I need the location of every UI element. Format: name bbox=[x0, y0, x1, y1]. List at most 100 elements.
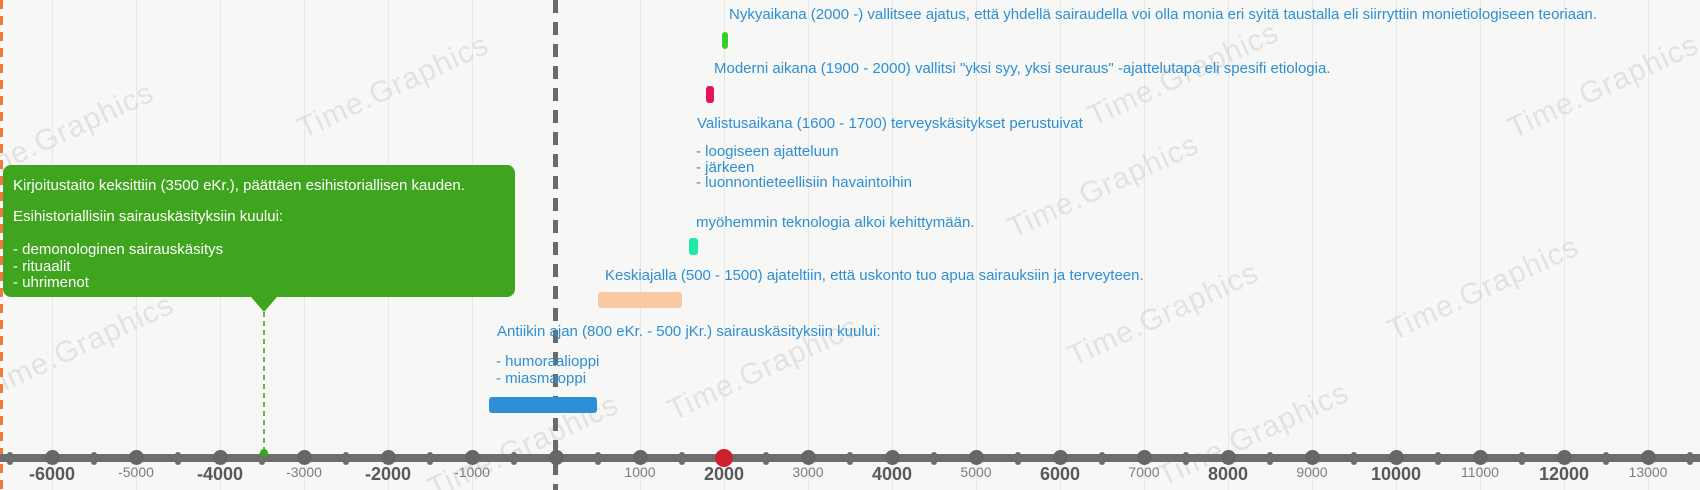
axis-tick-dot[interactable] bbox=[380, 450, 396, 465]
period-bar-moderni[interactable] bbox=[706, 86, 714, 103]
gridline bbox=[891, 0, 893, 490]
axis-minor-tick bbox=[1435, 452, 1441, 465]
watermark: Time.Graphics bbox=[292, 27, 495, 146]
axis-tick-dot[interactable] bbox=[968, 450, 984, 465]
axis-minor-tick bbox=[1351, 452, 1357, 465]
event-title-keskiaika[interactable]: Keskiajalla (500 - 1500) ajateltiin, ett… bbox=[605, 267, 1144, 284]
axis-tick-label: 1000 bbox=[624, 464, 656, 480]
axis-tick-dot[interactable] bbox=[1472, 450, 1488, 465]
period-bar-antiikki[interactable] bbox=[489, 397, 597, 413]
axis-tick-label: 4000 bbox=[871, 464, 913, 484]
axis-minor-tick bbox=[1603, 452, 1609, 465]
gridline bbox=[975, 0, 977, 490]
callout-bullet: - uhrimenot bbox=[13, 274, 89, 291]
gridline bbox=[1479, 0, 1481, 490]
axis-tick-label: 3000 bbox=[792, 464, 824, 480]
gridline bbox=[1395, 0, 1397, 490]
axis-tick-label: -6000 bbox=[28, 464, 76, 484]
axis-tick-dot[interactable] bbox=[800, 450, 816, 465]
axis-minor-tick bbox=[1267, 452, 1273, 465]
gridline bbox=[1647, 0, 1649, 490]
event-bullets-valistus: - loogiseen ajatteluun - järkeen - luonn… bbox=[696, 144, 912, 191]
event-bullets-antiikki: - humoraalioppi - miasmaoppi bbox=[496, 353, 600, 387]
axis-minor-tick bbox=[511, 452, 517, 465]
axis-tick-dot[interactable] bbox=[632, 450, 648, 465]
callout-pointer bbox=[251, 297, 277, 312]
axis-minor-tick bbox=[595, 452, 601, 465]
gridline bbox=[723, 0, 725, 490]
axis-highlight-dot[interactable] bbox=[715, 449, 733, 467]
axis-minor-tick bbox=[679, 452, 685, 465]
watermark: Time.Graphics bbox=[1502, 27, 1700, 146]
axis-tick-label: -3000 bbox=[286, 464, 322, 480]
event-callout-esihistoria[interactable]: Kirjoitustaito keksittiin (3500 eKr.), p… bbox=[3, 165, 515, 297]
axis-tick-dot[interactable] bbox=[1220, 450, 1236, 465]
event-connector-dot bbox=[260, 449, 268, 457]
axis-tick-dot[interactable] bbox=[1304, 450, 1320, 465]
callout-bullet: - rituaalit bbox=[13, 257, 71, 275]
axis-tick-label: 11000 bbox=[1461, 464, 1499, 480]
axis-tick-dot[interactable] bbox=[1136, 450, 1152, 465]
event-title-nykyaika[interactable]: Nykyaikana (2000 -) vallitsee ajatus, et… bbox=[729, 6, 1597, 23]
axis-tick-dot[interactable] bbox=[212, 450, 228, 465]
axis-tick-dot[interactable] bbox=[1388, 450, 1404, 465]
axis-tick-label: 13000 bbox=[1628, 464, 1668, 480]
gridline bbox=[1143, 0, 1145, 490]
axis-tick-dot[interactable] bbox=[464, 450, 480, 465]
axis-tick-dot[interactable] bbox=[44, 450, 60, 465]
gridline bbox=[1227, 0, 1229, 490]
event-bullet: - humoraalioppi bbox=[496, 353, 600, 370]
axis-minor-tick bbox=[427, 452, 433, 465]
event-bullet: - loogiseen ajatteluun bbox=[696, 143, 839, 160]
axis-tick-dot[interactable] bbox=[1640, 450, 1656, 465]
axis-tick-label: 5000 bbox=[960, 464, 992, 480]
period-bar-valistus[interactable] bbox=[689, 238, 698, 255]
axis-tick-label: 12000 bbox=[1538, 464, 1590, 484]
axis-tick-label: 8000 bbox=[1207, 464, 1249, 484]
axis-minor-tick bbox=[259, 452, 265, 465]
gridline bbox=[1311, 0, 1313, 490]
axis-tick-label: 9000 bbox=[1296, 464, 1328, 480]
axis-tick-dot[interactable] bbox=[884, 450, 900, 465]
callout-bullet: - demonologinen sairauskäsitys bbox=[13, 241, 224, 258]
period-bar-keskiaika[interactable] bbox=[598, 292, 682, 308]
timeline-start-border bbox=[0, 0, 3, 490]
axis-minor-tick bbox=[175, 452, 181, 465]
axis-tick-label: -2000 bbox=[364, 464, 412, 484]
event-title-valistus[interactable]: Valistusaikana (1600 - 1700) terveyskäsi… bbox=[697, 115, 1083, 132]
axis-tick-label: 7000 bbox=[1128, 464, 1160, 480]
axis-minor-tick bbox=[763, 452, 769, 465]
event-title-antiikki[interactable]: Antiikin ajan (800 eKr. - 500 jKr.) sair… bbox=[497, 323, 881, 340]
axis-tick-dot[interactable] bbox=[296, 450, 312, 465]
axis-tick-label: -4000 bbox=[196, 464, 244, 484]
event-footer-valistus: myöhemmin teknologia alkoi kehittymään. bbox=[696, 214, 975, 231]
period-bar-nykyaika[interactable] bbox=[722, 32, 728, 49]
event-connector-line bbox=[263, 312, 265, 450]
axis-minor-tick bbox=[1015, 452, 1021, 465]
axis-tick-dot[interactable] bbox=[1052, 450, 1068, 465]
axis-minor-tick bbox=[1519, 452, 1525, 465]
axis-minor-tick bbox=[1687, 452, 1693, 465]
axis-minor-tick bbox=[847, 452, 853, 465]
axis-tick-dot[interactable] bbox=[548, 450, 564, 465]
callout-line1: Kirjoitustaito keksittiin (3500 eKr.), p… bbox=[13, 177, 465, 194]
event-title-moderni[interactable]: Moderni aikana (1900 - 2000) vallitsi "y… bbox=[714, 60, 1331, 77]
axis-tick-dot[interactable] bbox=[1556, 450, 1572, 465]
axis-minor-tick bbox=[1183, 452, 1189, 465]
axis-tick-label: 2000 bbox=[703, 464, 745, 484]
event-bullet: - luonnontieteellisiin havaintoihin bbox=[696, 174, 912, 191]
gridline bbox=[1059, 0, 1061, 490]
gridline bbox=[807, 0, 809, 490]
axis-minor-tick bbox=[343, 452, 349, 465]
event-bullet: - miasmaoppi bbox=[496, 369, 587, 387]
axis-tick-label: -1000 bbox=[454, 464, 490, 480]
axis-tick-dot[interactable] bbox=[128, 450, 144, 465]
year-zero-dashed-line bbox=[553, 0, 558, 490]
watermark: Time.Graphics bbox=[1382, 229, 1585, 348]
callout-line2: Esihistoriallisiin sairauskäsityksiin ku… bbox=[13, 208, 284, 225]
axis-tick-label: 6000 bbox=[1039, 464, 1081, 484]
axis-minor-tick bbox=[1099, 452, 1105, 465]
gridline bbox=[639, 0, 641, 490]
axis-minor-tick bbox=[91, 452, 97, 465]
